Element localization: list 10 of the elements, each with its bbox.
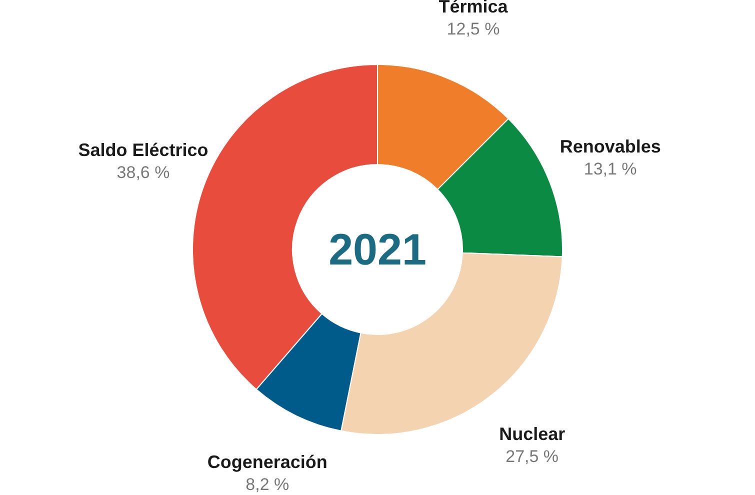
slice-label: Nuclear — [499, 424, 566, 444]
data-label: 38,6 % — [116, 163, 170, 182]
data-label: 27,5 % — [506, 446, 559, 466]
slice-label: Renovables — [560, 136, 661, 156]
slice-label: Saldo Eléctrico — [78, 140, 208, 160]
data-label: 13,1 % — [584, 159, 637, 178]
text: 2021 — [328, 226, 426, 274]
data-label: 8,2 % — [246, 474, 290, 494]
slice-label: Cogeneración — [207, 452, 328, 472]
data-label: 12,5 % — [446, 20, 500, 39]
